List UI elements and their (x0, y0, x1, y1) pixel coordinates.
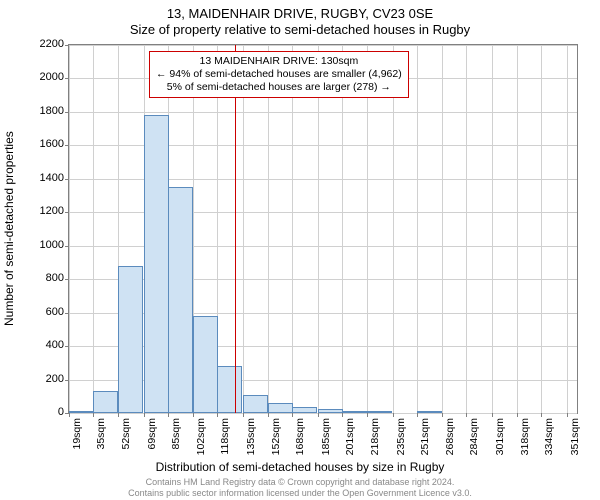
gridline-v (318, 45, 319, 413)
xtick-mark (442, 413, 443, 417)
histogram-bar (417, 411, 442, 413)
histogram-bar (118, 266, 143, 413)
chart-title-1: 13, MAIDENHAIR DRIVE, RUGBY, CV23 0SE (0, 6, 600, 21)
gridline-v (492, 45, 493, 413)
gridline-v (93, 45, 94, 413)
xtick-mark (318, 413, 319, 417)
gridline-v (417, 45, 418, 413)
xtick-mark (144, 413, 145, 417)
ytick-label: 2200 (24, 38, 64, 50)
ytick-label: 600 (24, 306, 64, 318)
gridline-v (517, 45, 518, 413)
xtick-label: 318sqm (519, 418, 531, 468)
xtick-label: 301sqm (494, 418, 506, 468)
xtick-mark (217, 413, 218, 417)
gridline-v (541, 45, 542, 413)
gridline-h (69, 45, 577, 46)
histogram-bar (93, 391, 118, 413)
footer-line: Contains public sector information licen… (128, 488, 472, 498)
histogram-bar (318, 409, 343, 413)
ytick-label: 1800 (24, 105, 64, 117)
xtick-mark (342, 413, 343, 417)
histogram-bar (342, 411, 367, 414)
xtick-mark (69, 413, 70, 417)
footer-credits: Contains HM Land Registry data © Crown c… (0, 477, 600, 498)
xtick-mark (118, 413, 119, 417)
xtick-label: 235sqm (395, 418, 407, 468)
xtick-mark (367, 413, 368, 417)
gridline-v (342, 45, 343, 413)
xtick-label: 118sqm (219, 418, 231, 468)
chart-title-2: Size of property relative to semi-detach… (0, 22, 600, 37)
xtick-label: 19sqm (71, 418, 83, 468)
histogram-bar (144, 115, 169, 413)
ytick-label: 800 (24, 272, 64, 284)
ytick-label: 1000 (24, 239, 64, 251)
ytick-label: 0 (24, 406, 64, 418)
xtick-label: 102sqm (195, 418, 207, 468)
annotation-line: ← 94% of semi-detached houses are smalle… (156, 68, 402, 81)
xtick-mark (517, 413, 518, 417)
xtick-label: 152sqm (270, 418, 282, 468)
reference-line (235, 45, 236, 413)
xtick-mark (492, 413, 493, 417)
gridline-v (243, 45, 244, 413)
xtick-label: 351sqm (569, 418, 581, 468)
ytick-label: 2000 (24, 71, 64, 83)
ytick-label: 1400 (24, 172, 64, 184)
histogram-bar (69, 411, 94, 413)
gridline-v (393, 45, 394, 413)
y-axis-label: Number of semi-detached properties (2, 131, 16, 326)
xtick-label: 268sqm (444, 418, 456, 468)
xtick-label: 251sqm (419, 418, 431, 468)
xtick-label: 334sqm (543, 418, 555, 468)
gridline-h (69, 413, 577, 414)
ytick-label: 200 (24, 373, 64, 385)
xtick-mark (168, 413, 169, 417)
xtick-mark (93, 413, 94, 417)
histogram-bar (367, 411, 392, 413)
gridline-v (466, 45, 467, 413)
xtick-mark (193, 413, 194, 417)
xtick-label: 201sqm (344, 418, 356, 468)
xtick-label: 168sqm (294, 418, 306, 468)
xtick-mark (393, 413, 394, 417)
xtick-label: 218sqm (369, 418, 381, 468)
gridline-h (69, 112, 577, 113)
gridline-v (292, 45, 293, 413)
xtick-label: 85sqm (170, 418, 182, 468)
histogram-bar (243, 395, 268, 413)
histogram-bar (168, 187, 193, 413)
xtick-label: 35sqm (95, 418, 107, 468)
ytick-label: 1600 (24, 138, 64, 150)
gridline-v (442, 45, 443, 413)
xtick-label: 135sqm (245, 418, 257, 468)
annotation-line: 13 MAIDENHAIR DRIVE: 130sqm (156, 55, 402, 68)
xtick-mark (268, 413, 269, 417)
histogram-bar (268, 403, 293, 413)
xtick-mark (541, 413, 542, 417)
xtick-mark (466, 413, 467, 417)
gridline-v (367, 45, 368, 413)
ytick-label: 1200 (24, 205, 64, 217)
histogram-bar (292, 407, 317, 413)
annotation-box: 13 MAIDENHAIR DRIVE: 130sqm ← 94% of sem… (149, 51, 409, 98)
xtick-mark (292, 413, 293, 417)
annotation-line: 5% of semi-detached houses are larger (2… (156, 81, 402, 94)
histogram-bar (217, 366, 242, 413)
xtick-mark (417, 413, 418, 417)
gridline-v (268, 45, 269, 413)
gridline-v (567, 45, 568, 413)
plot-area: 13 MAIDENHAIR DRIVE: 130sqm ← 94% of sem… (68, 44, 578, 414)
gridline-v (69, 45, 70, 413)
xtick-label: 69sqm (146, 418, 158, 468)
xtick-mark (243, 413, 244, 417)
xtick-label: 52sqm (120, 418, 132, 468)
ytick-label: 400 (24, 339, 64, 351)
footer-line: Contains HM Land Registry data © Crown c… (146, 477, 455, 487)
xtick-label: 284sqm (468, 418, 480, 468)
histogram-bar (193, 316, 218, 413)
xtick-label: 185sqm (320, 418, 332, 468)
xtick-mark (567, 413, 568, 417)
